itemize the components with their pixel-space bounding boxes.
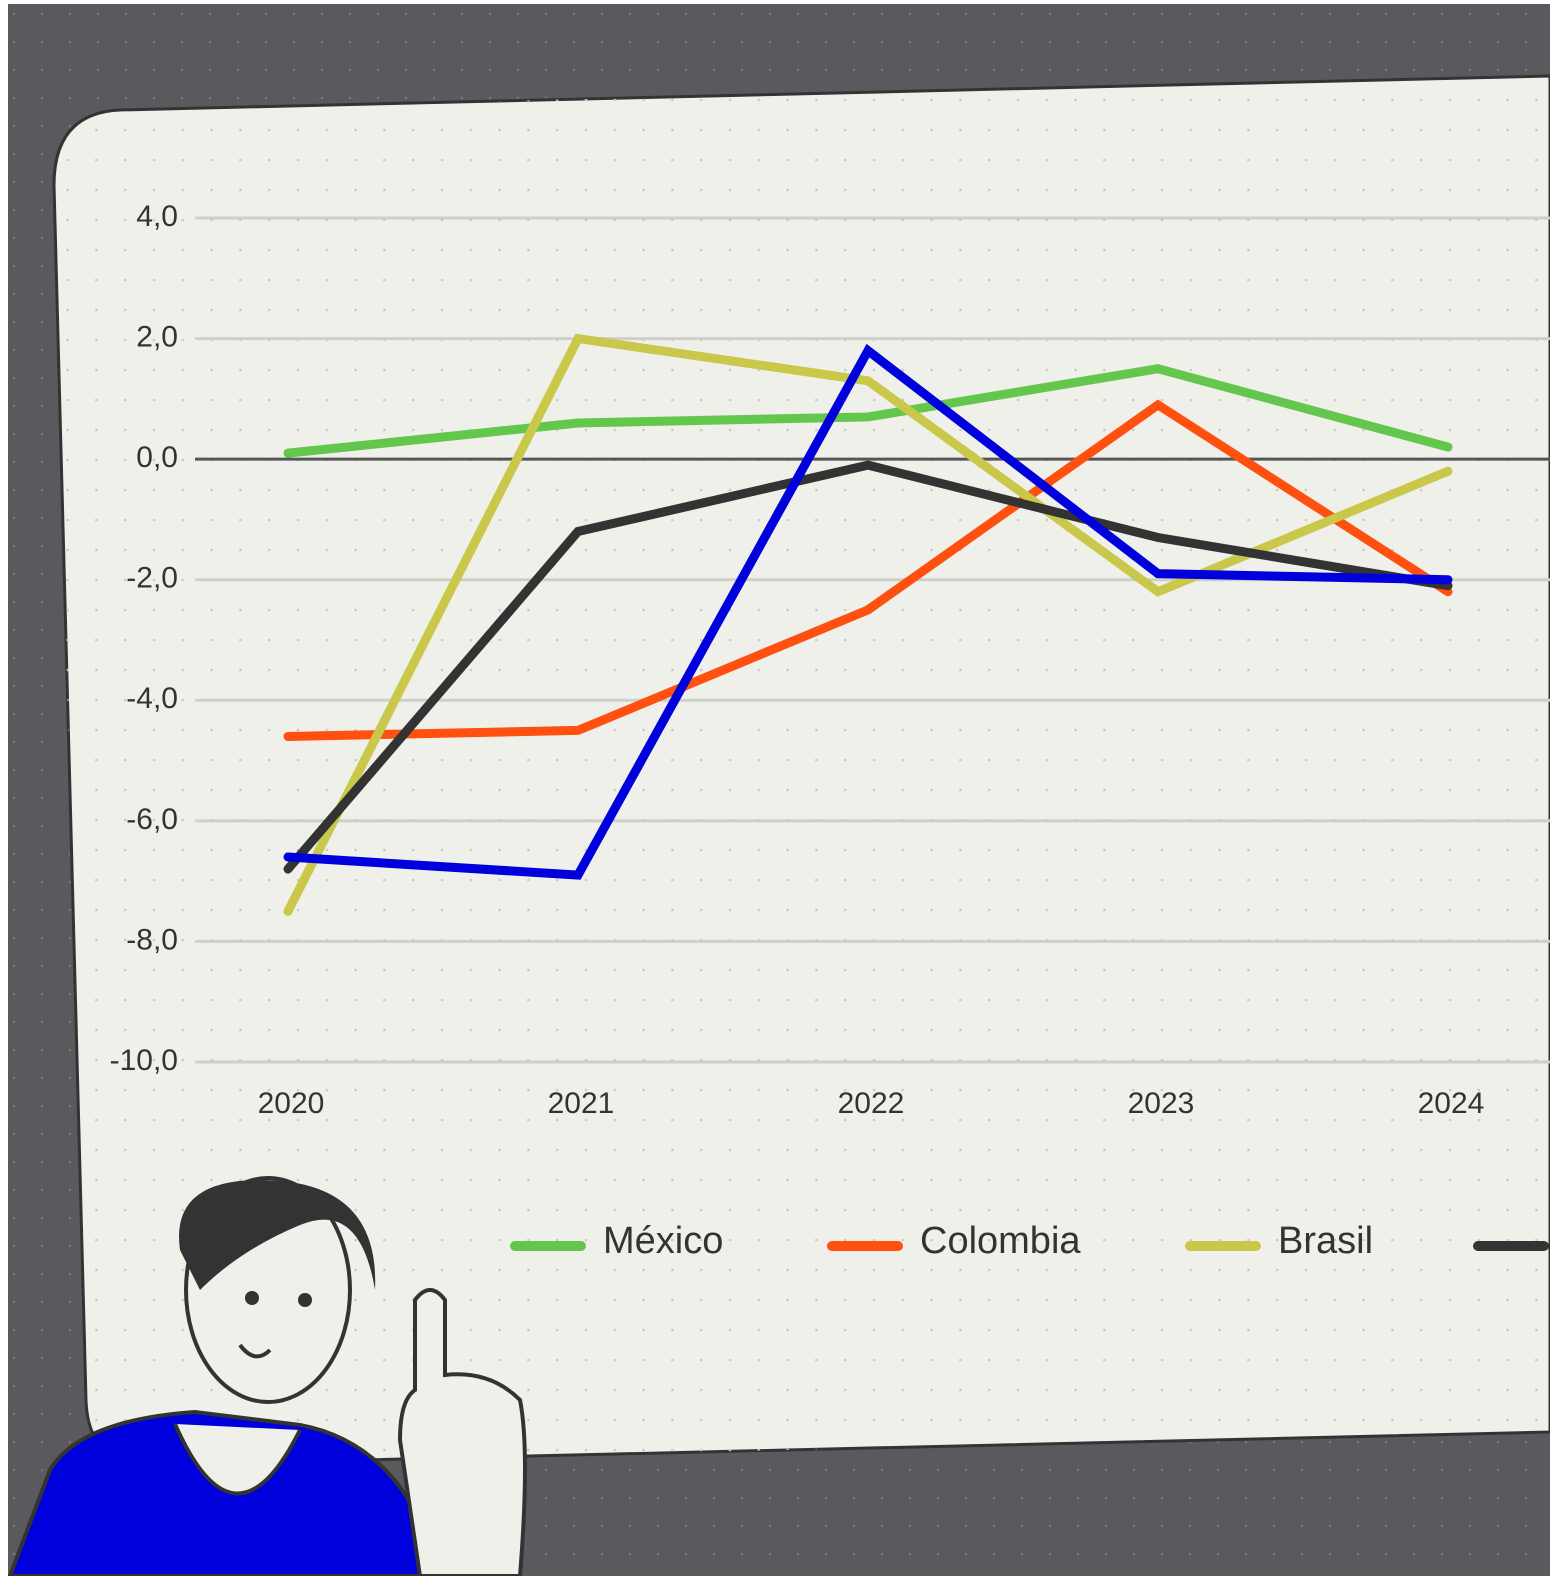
legend-label: Brasil	[1278, 1220, 1373, 1262]
x-tick-label: 2023	[1128, 1087, 1195, 1120]
eye	[298, 1293, 312, 1307]
series-line	[283, 399, 1453, 741]
y-tick-label: -8,0	[126, 923, 178, 956]
y-tick-label: 0,0	[136, 441, 178, 474]
y-tick-label: -4,0	[126, 682, 178, 715]
x-tick-label: 2024	[1418, 1087, 1485, 1120]
y-tick-label: -6,0	[126, 803, 178, 836]
y-tick-label: -10,0	[110, 1044, 178, 1077]
plot: -10,0 -8,0 -6,0 -4,0 -2,0 0,0 2,0 4,0 2020 2021 20…	[110, 200, 1550, 1262]
y-tick-label: 2,0	[136, 320, 178, 353]
character	[7, 1176, 527, 1576]
series-line	[283, 364, 1453, 458]
hand	[397, 1288, 527, 1576]
y-tick-label: -2,0	[126, 562, 178, 595]
series-line	[283, 343, 1453, 880]
x-tick-label: 2022	[838, 1087, 905, 1120]
legend-label: México	[603, 1220, 723, 1262]
eye	[245, 1291, 259, 1305]
legend-label: Colombia	[920, 1220, 1081, 1262]
neck	[173, 1423, 302, 1496]
shirt	[7, 1409, 422, 1576]
x-tick-label: 2020	[258, 1087, 325, 1120]
mouth	[238, 1343, 272, 1359]
y-tick-label: 4,0	[136, 200, 178, 233]
hair	[179, 1180, 376, 1290]
series-line	[283, 460, 1453, 874]
board-dots	[54, 76, 1550, 1465]
x-tick-label: 2021	[548, 1087, 615, 1120]
